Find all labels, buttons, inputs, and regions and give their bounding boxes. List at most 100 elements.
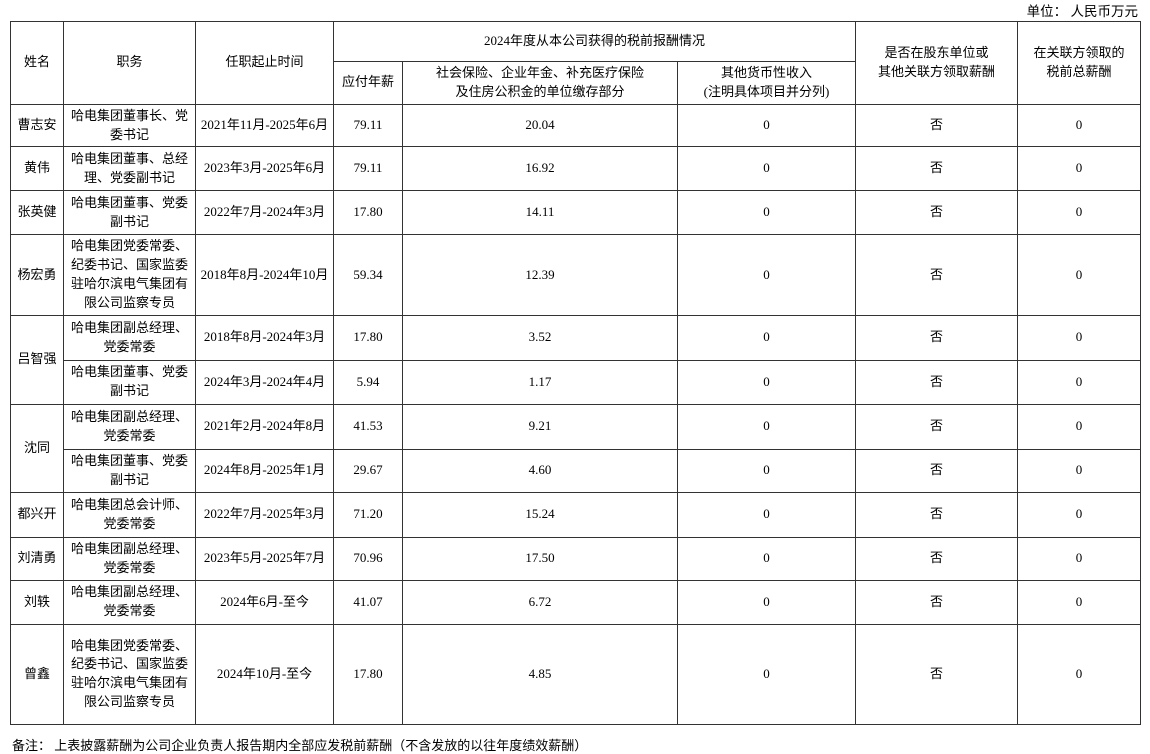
term-cell: 2018年8月-2024年10月: [195, 234, 334, 316]
position-cell: 哈电集团党委常委、纪委书记、国家监委驻哈尔滨电气集团有限公司监察专员: [63, 623, 196, 725]
salary-cell: 29.67: [333, 448, 403, 493]
related-total-cell: 0: [1017, 579, 1142, 625]
position-cell: 哈电集团总会计师、党委常委: [63, 491, 196, 538]
insurance-cell: 4.85: [402, 623, 678, 725]
unit-label: 单位： 人民币万元: [1026, 4, 1138, 19]
related-question-cell: 否: [855, 623, 1019, 725]
salary-cell: 59.34: [333, 234, 403, 316]
related-total-cell: 0: [1017, 536, 1142, 581]
other-income-cell: 0: [676, 448, 857, 493]
term-cell: 2018年8月-2024年3月: [195, 314, 334, 361]
position-cell: 哈电集团党委常委、纪委书记、国家监委驻哈尔滨电气集团有限公司监察专员: [63, 234, 196, 316]
name-cell: 曾鑫: [10, 623, 64, 725]
col-header-payable-salary: 应付年薪: [333, 61, 403, 105]
other-income-cell: 0: [676, 623, 857, 725]
term-cell: 2022年7月-2025年3月: [195, 491, 334, 538]
table-row: 曾鑫 哈电集团党委常委、纪委书记、国家监委驻哈尔滨电气集团有限公司监察专员 20…: [10, 623, 1142, 725]
related-total-cell: 0: [1017, 190, 1142, 236]
term-cell: 2021年2月-2024年8月: [195, 403, 334, 450]
position-cell: 哈电集团副总经理、党委常委: [63, 314, 196, 361]
table-row: 沈同 哈电集团副总经理、党委常委 2021年2月-2024年8月 41.53 9…: [10, 403, 1142, 493]
term-cell: 2024年10月-至今: [195, 623, 334, 725]
related-total-cell: 0: [1017, 403, 1142, 450]
term-cell: 2024年8月-2025年1月: [195, 448, 334, 493]
position-cell: 哈电集团董事、党委副书记: [63, 448, 196, 493]
name-cell: 黄伟: [10, 146, 64, 192]
insurance-cell: 14.11: [402, 190, 678, 236]
header-row-sub: 应付年薪 社会保险、企业年金、补充医疗保险 及住房公积金的单位缴存部分 其他货币…: [11, 61, 1141, 105]
salary-cell: 41.53: [333, 403, 403, 450]
position-cell: 哈电集团副总经理、党委常委: [63, 579, 196, 625]
salary-cell: 17.80: [333, 623, 403, 725]
insurance-cell: 6.72: [402, 579, 678, 625]
insurance-cell: 17.50: [402, 536, 678, 581]
col-header-related-party-question: 是否在股东单位或 其他关联方领取薪酬: [855, 21, 1019, 105]
term-cell: 2022年7月-2024年3月: [195, 190, 334, 236]
name-cell: 刘轶: [10, 579, 64, 625]
other-income-cell: 0: [676, 103, 857, 148]
position-cell: 哈电集团副总经理、党委常委: [63, 403, 196, 450]
position-cell: 哈电集团董事、党委副书记: [63, 359, 196, 405]
term-cell: 2024年3月-2024年4月: [195, 359, 334, 405]
insurance-cell: 12.39: [402, 234, 678, 316]
related-total-cell: 0: [1017, 146, 1142, 192]
related-question-cell: 否: [855, 359, 1019, 405]
insurance-cell: 16.92: [402, 146, 678, 192]
related-question-cell: 否: [855, 491, 1019, 538]
salary-cell: 5.94: [333, 359, 403, 405]
table-row: 刘轶 哈电集团副总经理、党委常委 2024年6月-至今 41.07 6.72 0…: [10, 579, 1142, 625]
term-cell: 2023年3月-2025年6月: [195, 146, 334, 192]
related-total-cell: 0: [1017, 103, 1142, 148]
col-header-term: 任职起止时间: [195, 21, 334, 105]
related-question-cell: 否: [855, 536, 1019, 581]
insurance-cell: 4.60: [402, 448, 678, 493]
table-row: 黄伟 哈电集团董事、总经理、党委副书记 2023年3月-2025年6月 79.1…: [10, 146, 1142, 192]
related-question-cell: 否: [855, 234, 1019, 316]
other-income-cell: 0: [676, 190, 857, 236]
related-total-cell: 0: [1017, 359, 1142, 405]
other-income-cell: 0: [676, 491, 857, 538]
table-row: 刘清勇 哈电集团副总经理、党委常委 2023年5月-2025年7月 70.96 …: [10, 536, 1142, 581]
term-cell: 2021年11月-2025年6月: [195, 103, 334, 148]
related-question-cell: 否: [855, 579, 1019, 625]
position-cell: 哈电集团董事、总经理、党委副书记: [63, 146, 196, 192]
insurance-cell: 3.52: [402, 314, 678, 361]
other-income-cell: 0: [676, 536, 857, 581]
table-row: 哈电集团董事、党委副书记 2024年3月-2024年4月 5.94 1.17 0…: [11, 359, 1142, 405]
insurance-cell: 15.24: [402, 491, 678, 538]
related-question-cell: 否: [855, 190, 1019, 236]
name-cell: 刘清勇: [10, 536, 64, 581]
other-income-cell: 0: [676, 314, 857, 361]
name-cell: 张英健: [10, 190, 64, 236]
other-income-cell: 0: [676, 146, 857, 192]
salary-cell: 71.20: [333, 491, 403, 538]
insurance-cell: 9.21: [402, 403, 678, 450]
table-row: 张英健 哈电集团董事、党委副书记 2022年7月-2024年3月 17.80 1…: [10, 190, 1142, 236]
name-cell: 曹志安: [10, 103, 64, 148]
other-income-cell: 0: [676, 234, 857, 316]
salary-cell: 79.11: [333, 103, 403, 148]
insurance-cell: 20.04: [402, 103, 678, 148]
table-row: 杨宏勇 哈电集团党委常委、纪委书记、国家监委驻哈尔滨电气集团有限公司监察专员 2…: [10, 234, 1142, 316]
header-row-top: 姓名 职务 任职起止时间 2024年度从本公司获得的税前报酬情况 是否在股东单位…: [10, 21, 1142, 105]
salary-table: 姓名 职务 任职起止时间 2024年度从本公司获得的税前报酬情况 是否在股东单位…: [10, 21, 1142, 725]
related-question-cell: 否: [855, 146, 1019, 192]
footnote: 备注： 上表披露薪酬为公司企业负责人报告期内全部应发税前薪酬（不含发放的以往年度…: [12, 737, 588, 753]
col-header-other-income: 其他货币性收入 (注明具体项目并分列): [676, 61, 857, 105]
salary-cell: 17.80: [333, 190, 403, 236]
name-cell: 吕智强: [10, 314, 64, 405]
other-income-cell: 0: [676, 579, 857, 625]
related-total-cell: 0: [1017, 448, 1142, 493]
related-question-cell: 否: [855, 103, 1019, 148]
related-total-cell: 0: [1017, 314, 1142, 361]
insurance-cell: 1.17: [402, 359, 678, 405]
table-row: 曹志安 哈电集团董事长、党委书记 2021年11月-2025年6月 79.11 …: [10, 103, 1142, 148]
position-cell: 哈电集团副总经理、党委常委: [63, 536, 196, 581]
table-row: 都兴开 哈电集团总会计师、党委常委 2022年7月-2025年3月 71.20 …: [10, 491, 1142, 538]
salary-cell: 79.11: [333, 146, 403, 192]
salary-cell: 41.07: [333, 579, 403, 625]
related-total-cell: 0: [1017, 623, 1142, 725]
name-cell: 沈同: [10, 403, 64, 493]
salary-cell: 70.96: [333, 536, 403, 581]
